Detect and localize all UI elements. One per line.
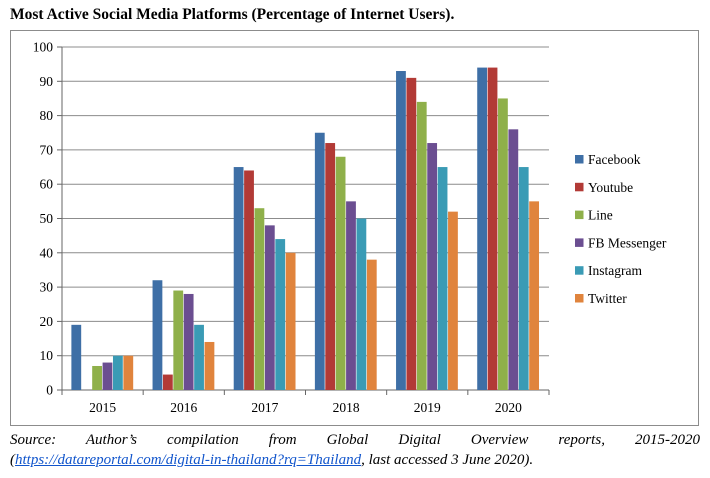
bar-fb-messenger-2015 [102, 362, 113, 390]
legend-label: Youtube [588, 180, 633, 195]
y-tick-label: 60 [40, 177, 54, 192]
legend-label: FB Messenger [588, 235, 667, 250]
bar-line-2015 [92, 365, 102, 390]
bar-instagram-2018 [356, 218, 367, 390]
x-tick-label: 2020 [495, 400, 522, 415]
x-tick-label: 2016 [170, 400, 197, 415]
y-tick-label: 30 [40, 280, 54, 295]
bar-fb-messenger-2019 [427, 143, 438, 390]
bar-fb-messenger-2017 [264, 225, 275, 390]
bar-youtube-2018 [325, 143, 336, 390]
bar-youtube-2019 [406, 77, 417, 391]
y-tick-label: 100 [33, 40, 54, 55]
y-tick-label: 90 [40, 74, 54, 89]
bar-chart: 0 10 20 30 40 50 60 70 80 90 100 2015 2016 2017 2018 20… [33, 40, 667, 416]
y-tick-label: 50 [40, 211, 54, 226]
bar-facebook-2020 [477, 67, 488, 390]
gridlines [62, 46, 549, 357]
x-tick-label: 2018 [333, 400, 360, 415]
bar-twitter-2017 [285, 252, 296, 390]
y-tick-label: 70 [40, 142, 54, 157]
bar-facebook-2019 [396, 71, 406, 390]
bar-line-2016 [173, 290, 184, 390]
bar-line-2018 [335, 156, 346, 390]
bar-facebook-2015 [71, 324, 82, 390]
y-tick-label: 20 [40, 314, 54, 329]
bar-instagram-2015 [112, 355, 123, 390]
bar-instagram-2017 [275, 239, 286, 390]
bar-line-2020 [498, 98, 508, 390]
bar-twitter-2015 [123, 355, 134, 390]
legend-swatch [575, 210, 584, 220]
bar-facebook-2017 [233, 167, 244, 390]
chart-frame [10, 30, 699, 426]
bar-instagram-2020 [518, 167, 529, 390]
legend-swatch [575, 182, 584, 192]
source-paren-open: ( [10, 452, 15, 468]
bar-twitter-2020 [529, 201, 540, 390]
bar-facebook-2016 [152, 280, 163, 390]
bar-youtube-2017 [244, 170, 254, 390]
source-suffix: , last accessed 3 June 2020). [361, 452, 534, 468]
bar-fb-messenger-2020 [508, 129, 519, 390]
bar-fb-messenger-2018 [346, 201, 356, 390]
bar-twitter-2019 [448, 211, 458, 390]
bars [71, 67, 540, 391]
legend-swatch [575, 294, 584, 303]
bar-instagram-2016 [194, 324, 204, 390]
bar-line-2019 [416, 101, 427, 390]
legend-label: Line [588, 208, 613, 223]
y-tick-label: 40 [40, 245, 54, 260]
axes [57, 46, 550, 395]
legend: Facebook Youtube Line FB Messenger Instagram… [575, 152, 667, 306]
axis-labels: 0 10 20 30 40 50 60 70 80 90 100 2015 2016 2017 2018 20… [33, 40, 522, 416]
legend-label: Facebook [588, 152, 641, 167]
legend-swatch [575, 238, 584, 247]
chart-title: Most Active Social Media Platforms (Perc… [10, 6, 455, 23]
source-link[interactable]: https://datareportal.com/digital-in-thai… [15, 452, 362, 468]
y-tick-label: 0 [46, 383, 53, 398]
y-tick-label: 10 [40, 348, 54, 363]
y-tick-label: 80 [40, 108, 54, 123]
bar-youtube-2016 [162, 374, 173, 390]
legend-label: Instagram [588, 263, 642, 278]
bar-twitter-2016 [204, 341, 215, 390]
bar-twitter-2018 [366, 259, 377, 390]
bar-youtube-2020 [487, 67, 498, 390]
legend-swatch [575, 155, 584, 164]
source-note: Source: Author’s compilation from Global… [10, 430, 700, 470]
bar-line-2017 [254, 208, 265, 390]
bar-facebook-2018 [314, 132, 325, 390]
source-text: Source: Author’s compilation from Global… [10, 432, 700, 448]
x-tick-label: 2019 [414, 400, 441, 415]
legend-swatch [575, 266, 584, 275]
legend-label: Twitter [588, 291, 627, 306]
bar-instagram-2019 [437, 167, 448, 390]
bar-fb-messenger-2016 [183, 293, 194, 390]
x-tick-label: 2015 [89, 400, 116, 415]
source-line-2: (https://datareportal.com/digital-in-tha… [10, 450, 700, 470]
x-tick-label: 2017 [251, 400, 278, 415]
